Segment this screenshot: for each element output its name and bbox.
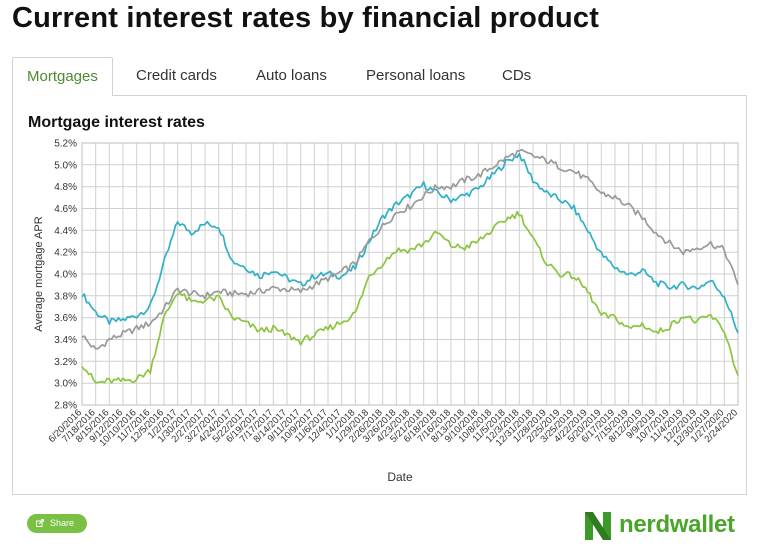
tab-panel xyxy=(12,95,747,495)
tab-auto-loans[interactable]: Auto loans xyxy=(256,67,327,84)
x-axis-title: Date xyxy=(387,470,413,484)
y-tick-label: 3.4% xyxy=(54,335,77,346)
share-label: Share xyxy=(49,518,75,528)
y-tick-label: 4.6% xyxy=(54,204,77,215)
y-tick-label: 2.8% xyxy=(54,401,77,412)
series-line-3 xyxy=(81,210,739,384)
y-tick-label: 5.0% xyxy=(54,160,77,171)
y-tick-label: 4.2% xyxy=(54,248,77,259)
series-line-1 xyxy=(81,152,739,334)
page-title: Current interest rates by financial prod… xyxy=(12,2,600,34)
y-tick-label: 4.4% xyxy=(54,226,77,237)
tab-personal-loans[interactable]: Personal loans xyxy=(366,67,466,84)
product-tabs: Mortgages Credit cards Auto loans Person… xyxy=(12,57,747,96)
tab-cds[interactable]: CDs xyxy=(502,67,532,84)
y-tick-label: 3.8% xyxy=(54,291,77,302)
y-tick-label: 4.0% xyxy=(54,270,77,281)
y-axis-title: Average mortgage APR xyxy=(33,216,45,331)
series-line-2 xyxy=(81,148,739,350)
y-tick-label: 3.0% xyxy=(54,379,77,390)
tab-mortgages[interactable]: Mortgages xyxy=(12,57,113,96)
share-button[interactable]: Share xyxy=(27,514,87,533)
brand-name: nerdwallet xyxy=(619,511,735,538)
y-tick-label: 3.2% xyxy=(54,357,77,368)
y-tick-label: 3.6% xyxy=(54,313,77,324)
y-tick-label: 5.2% xyxy=(54,139,77,150)
plot-area xyxy=(81,142,739,406)
share-icon xyxy=(36,519,44,527)
nerdwallet-mark-icon xyxy=(585,512,611,540)
y-tick-label: 4.8% xyxy=(54,182,77,193)
chart-title: Mortgage interest rates xyxy=(28,114,205,131)
tab-credit-cards[interactable]: Credit cards xyxy=(136,67,217,84)
